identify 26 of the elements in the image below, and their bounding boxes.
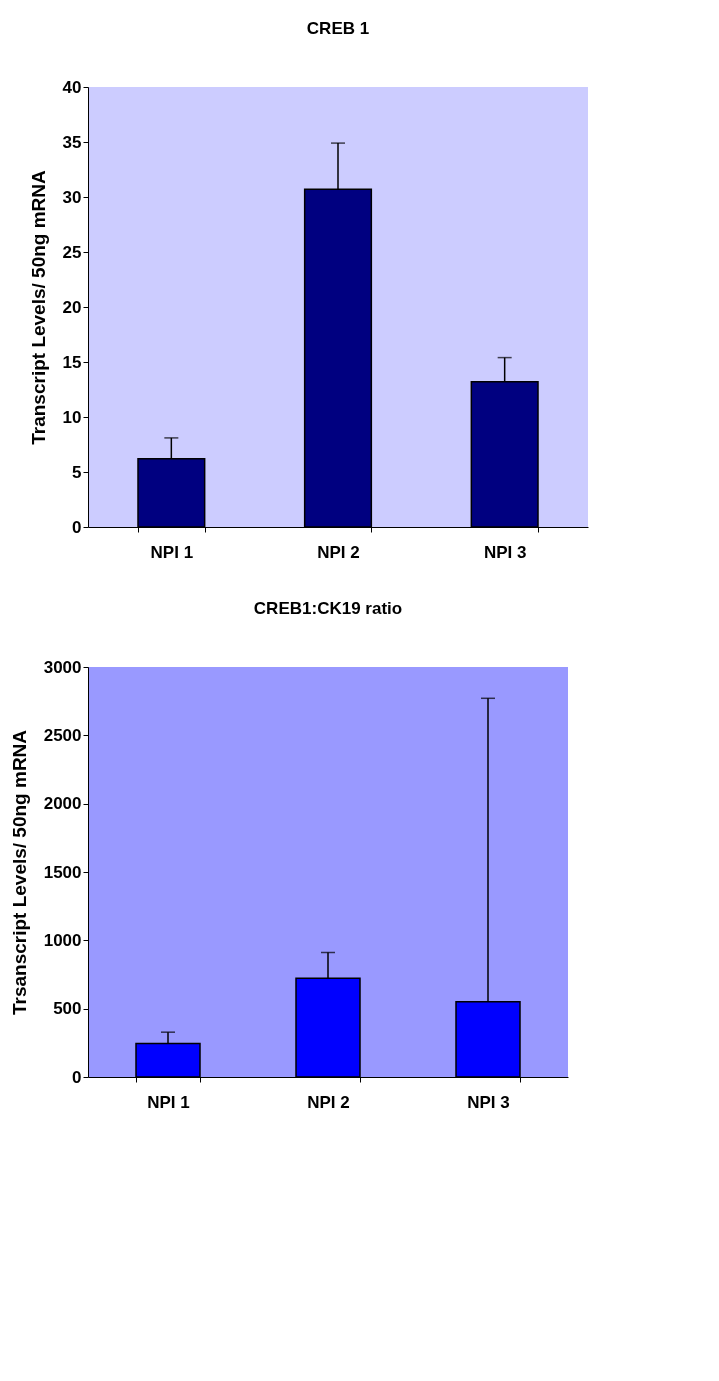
y-tick-label: 500 (53, 999, 82, 1019)
y-tick-label: 10 (62, 407, 82, 427)
y-tick-label: 1000 (43, 930, 82, 950)
y-tick-label: 35 (62, 132, 82, 152)
chart-title: CREB 1 (306, 19, 370, 38)
y-tick-label: 0 (72, 517, 82, 537)
y-tick-label: 3000 (43, 657, 82, 677)
y-tick-label: 25 (62, 242, 82, 262)
x-tick-label: NPI 3 (467, 1092, 510, 1112)
x-tick-label: NPI 1 (147, 1092, 190, 1112)
x-tick-label: NPI 2 (317, 542, 360, 562)
x-tick-label: NPI 2 (307, 1092, 350, 1112)
x-tick-label: NPI 3 (483, 542, 527, 562)
y-tick-label: 15 (62, 352, 82, 372)
y-tick-label: 30 (62, 187, 82, 207)
y-tick-label: 0 (72, 1067, 82, 1087)
y-tick-label: 1500 (43, 862, 82, 882)
chart-title: CREB1:CK19 ratio (253, 599, 403, 618)
y-axis-title: Trsanscript Levels/ 50ng mRNA (8, 729, 30, 1016)
y-tick-label: 2500 (43, 725, 82, 745)
x-tick-label: NPI 1 (150, 542, 194, 562)
y-tick-label: 20 (62, 297, 82, 317)
y-axis-title: Transcript Levels/ 50ng mRNA (27, 169, 49, 445)
y-tick-label: 2000 (43, 794, 82, 814)
y-tick-label: 40 (62, 77, 82, 97)
y-tick-label: 5 (72, 462, 82, 482)
